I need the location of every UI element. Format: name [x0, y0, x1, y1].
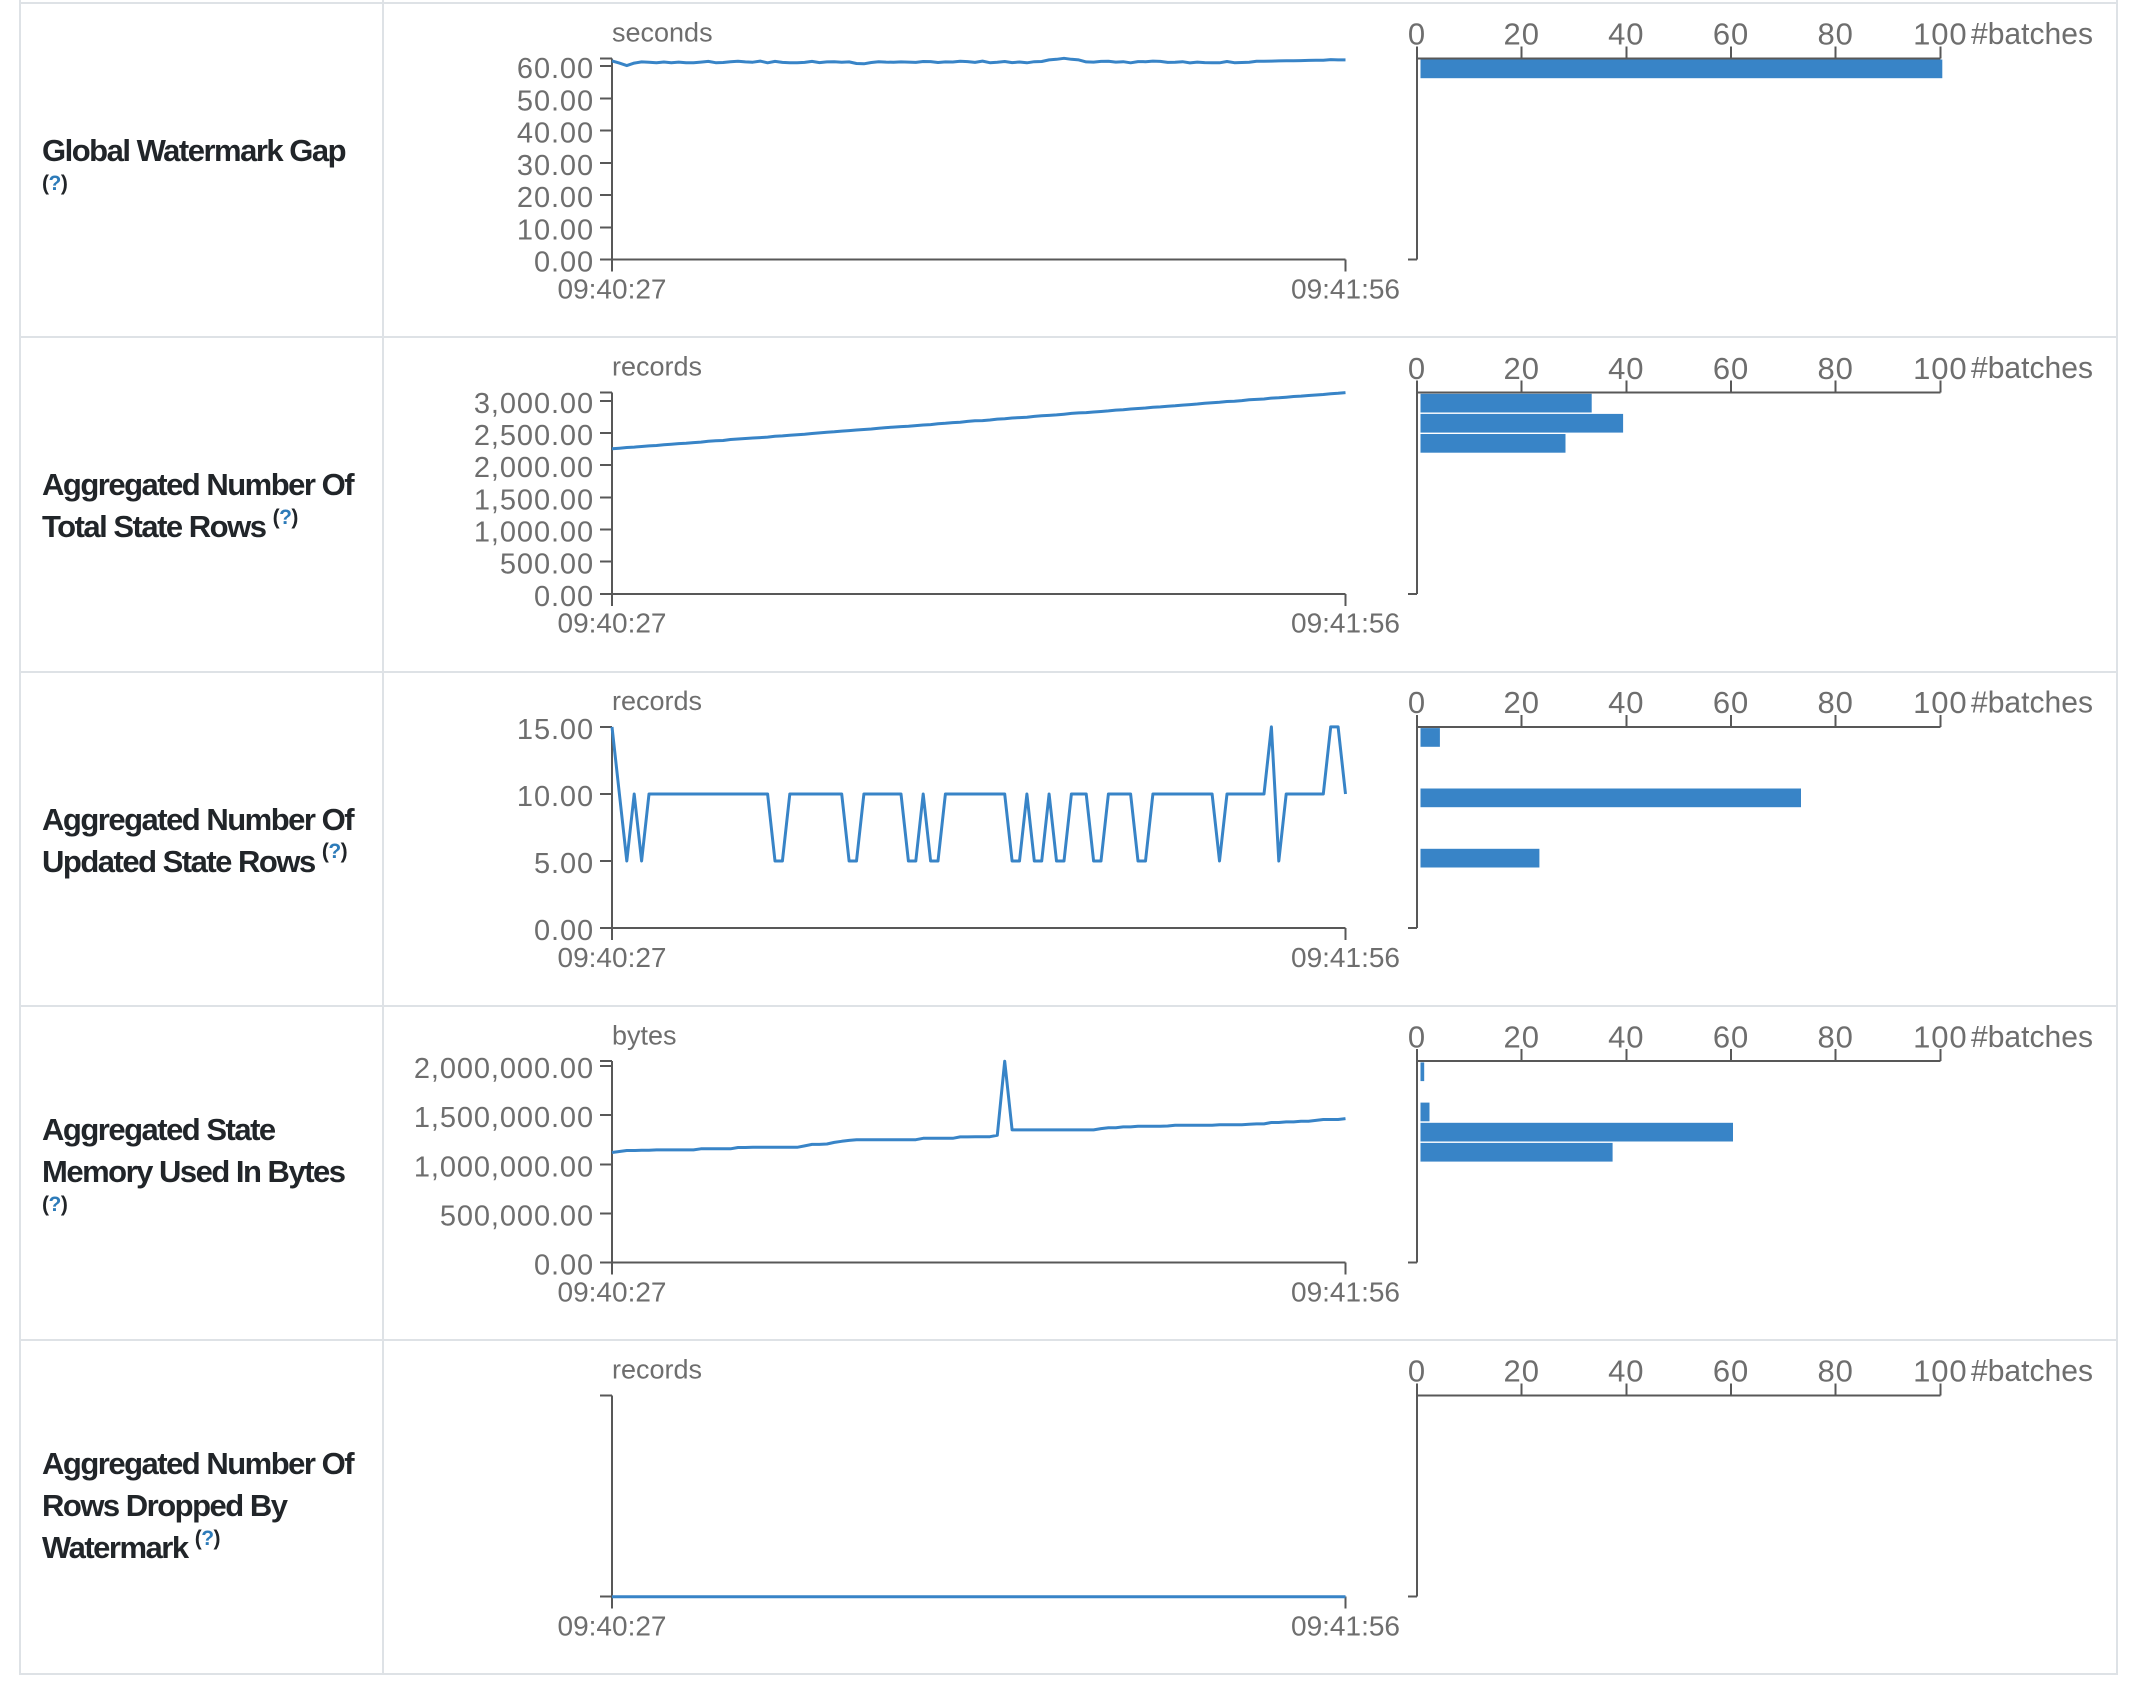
svg-text:09:40:27: 09:40:27: [558, 273, 667, 304]
svg-text:60: 60: [1713, 1354, 1749, 1389]
svg-text:records: records: [612, 352, 702, 382]
svg-text:100: 100: [1913, 1354, 1967, 1389]
svg-text:60: 60: [1713, 17, 1749, 52]
svg-text:80: 80: [1817, 17, 1853, 52]
svg-text:500,000.00: 500,000.00: [440, 1200, 594, 1232]
svg-text:2,000,000.00: 2,000,000.00: [414, 1053, 594, 1085]
svg-text:09:40:27: 09:40:27: [558, 1611, 667, 1642]
svg-text:50.00: 50.00: [517, 85, 594, 117]
svg-text:30.00: 30.00: [517, 150, 594, 182]
svg-text:seconds: seconds: [612, 17, 713, 47]
svg-text:20: 20: [1504, 17, 1540, 52]
svg-text:20: 20: [1504, 1019, 1540, 1054]
svg-text:20: 20: [1504, 1354, 1540, 1389]
svg-text:09:40:27: 09:40:27: [558, 1276, 667, 1307]
svg-text:1,000,000.00: 1,000,000.00: [414, 1151, 594, 1183]
svg-text:09:41:56: 09:41:56: [1291, 942, 1400, 973]
svg-text:20: 20: [1504, 685, 1540, 720]
svg-text:100: 100: [1913, 17, 1967, 52]
svg-text:0.00: 0.00: [534, 915, 594, 947]
svg-text:40: 40: [1608, 1019, 1644, 1054]
svg-text:0: 0: [1408, 685, 1426, 720]
svg-text:60: 60: [1713, 685, 1749, 720]
svg-text:15.00: 15.00: [517, 714, 594, 746]
svg-text:#batches: #batches: [1971, 685, 2093, 720]
svg-text:1,000.00: 1,000.00: [474, 517, 594, 549]
svg-text:0.00: 0.00: [534, 1249, 594, 1281]
svg-text:#batches: #batches: [1971, 350, 2093, 385]
svg-text:80: 80: [1817, 685, 1853, 720]
svg-text:0: 0: [1408, 1019, 1426, 1054]
svg-text:5.00: 5.00: [534, 848, 594, 880]
svg-text:80: 80: [1817, 351, 1853, 386]
svg-text:0: 0: [1408, 1354, 1426, 1389]
svg-text:1,500.00: 1,500.00: [474, 484, 594, 516]
svg-text:40: 40: [1608, 351, 1644, 386]
svg-text:09:41:56: 09:41:56: [1291, 1611, 1400, 1642]
svg-text:#batches: #batches: [1971, 16, 2093, 51]
svg-text:1,500,000.00: 1,500,000.00: [414, 1102, 594, 1134]
svg-text:09:41:56: 09:41:56: [1291, 273, 1400, 304]
svg-text:0: 0: [1408, 17, 1426, 52]
svg-text:3,000.00: 3,000.00: [474, 388, 594, 420]
svg-text:0: 0: [1408, 351, 1426, 386]
svg-text:100: 100: [1913, 351, 1967, 386]
svg-text:10.00: 10.00: [517, 781, 594, 813]
svg-text:60.00: 60.00: [517, 53, 594, 85]
svg-text:0.00: 0.00: [534, 581, 594, 613]
svg-text:20: 20: [1504, 351, 1540, 386]
svg-text:40.00: 40.00: [517, 118, 594, 150]
svg-text:60: 60: [1713, 1019, 1749, 1054]
svg-text:20.00: 20.00: [517, 182, 594, 214]
svg-text:40: 40: [1608, 1354, 1644, 1389]
svg-text:#batches: #batches: [1971, 1019, 2093, 1054]
svg-text:60: 60: [1713, 351, 1749, 386]
svg-text:500.00: 500.00: [500, 549, 594, 581]
svg-text:100: 100: [1913, 685, 1967, 720]
svg-text:80: 80: [1817, 1019, 1853, 1054]
svg-text:0.00: 0.00: [534, 247, 594, 279]
svg-text:100: 100: [1913, 1019, 1967, 1054]
svg-text:09:41:56: 09:41:56: [1291, 1276, 1400, 1307]
svg-text:40: 40: [1608, 17, 1644, 52]
svg-text:40: 40: [1608, 685, 1644, 720]
svg-text:09:40:27: 09:40:27: [558, 942, 667, 973]
svg-text:#batches: #batches: [1971, 1353, 2093, 1388]
svg-text:2,500.00: 2,500.00: [474, 420, 594, 452]
svg-text:records: records: [612, 1355, 702, 1385]
svg-text:80: 80: [1817, 1354, 1853, 1389]
svg-text:records: records: [612, 686, 702, 716]
svg-text:09:40:27: 09:40:27: [558, 608, 667, 639]
svg-text:bytes: bytes: [612, 1020, 677, 1050]
svg-text:10.00: 10.00: [517, 214, 594, 246]
svg-text:09:41:56: 09:41:56: [1291, 608, 1400, 639]
svg-text:2,000.00: 2,000.00: [474, 452, 594, 484]
